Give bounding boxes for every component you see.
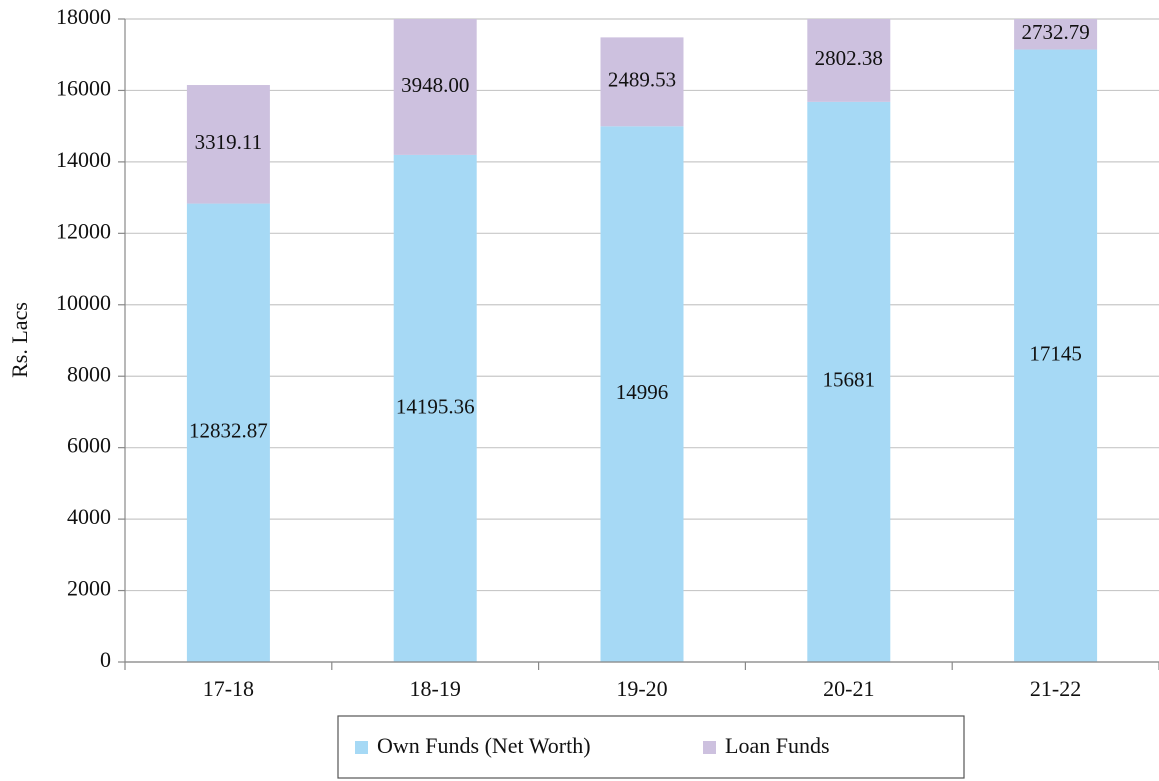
bar-segment (600, 37, 684, 127)
bar-segment (393, 19, 477, 155)
legend-label: Loan Funds (725, 733, 830, 758)
data-label: 3948.00 (401, 73, 469, 97)
bar-segment (600, 126, 684, 662)
y-tick-label: 4000 (67, 504, 111, 529)
legend-swatch (703, 741, 716, 754)
bar-segment (186, 85, 270, 204)
y-tick-label: 12000 (56, 218, 111, 243)
y-tick-label: 16000 (56, 75, 111, 100)
data-label: 2489.53 (608, 68, 676, 92)
y-tick-label: 8000 (67, 361, 111, 386)
y-axis-title: Rs. Lacs (7, 302, 32, 378)
y-tick-label: 10000 (56, 290, 111, 315)
data-label: 2802.38 (815, 46, 883, 70)
bar-segment (807, 101, 891, 662)
legend-label: Own Funds (Net Worth) (377, 733, 591, 758)
y-tick-label: 2000 (67, 576, 111, 601)
y-tick-label: 14000 (56, 147, 111, 172)
y-tick-label: 18000 (56, 4, 111, 29)
y-tick-label: 0 (100, 647, 111, 672)
bar-segment (807, 19, 891, 102)
bar-segment (186, 203, 270, 662)
legend (337, 715, 965, 779)
bar-segment (1014, 49, 1098, 662)
x-tick-label: 17-18 (203, 676, 254, 701)
x-tick-label: 19-20 (616, 676, 667, 701)
data-label: 14996 (616, 380, 669, 404)
x-tick-label: 21-22 (1030, 676, 1081, 701)
y-tick-label: 6000 (67, 433, 111, 458)
data-label: 3319.11 (195, 130, 262, 154)
data-label: 2732.79 (1021, 20, 1089, 44)
bar-segment (393, 154, 477, 662)
data-label: 14195.36 (396, 394, 475, 418)
data-label: 15681 (823, 368, 876, 392)
bar-segment (1014, 19, 1098, 50)
legend-swatch (355, 741, 368, 754)
data-label: 17145 (1029, 342, 1082, 366)
x-tick-label: 20-21 (823, 676, 874, 701)
data-label: 12832.87 (189, 419, 268, 443)
x-tick-label: 18-19 (410, 676, 461, 701)
